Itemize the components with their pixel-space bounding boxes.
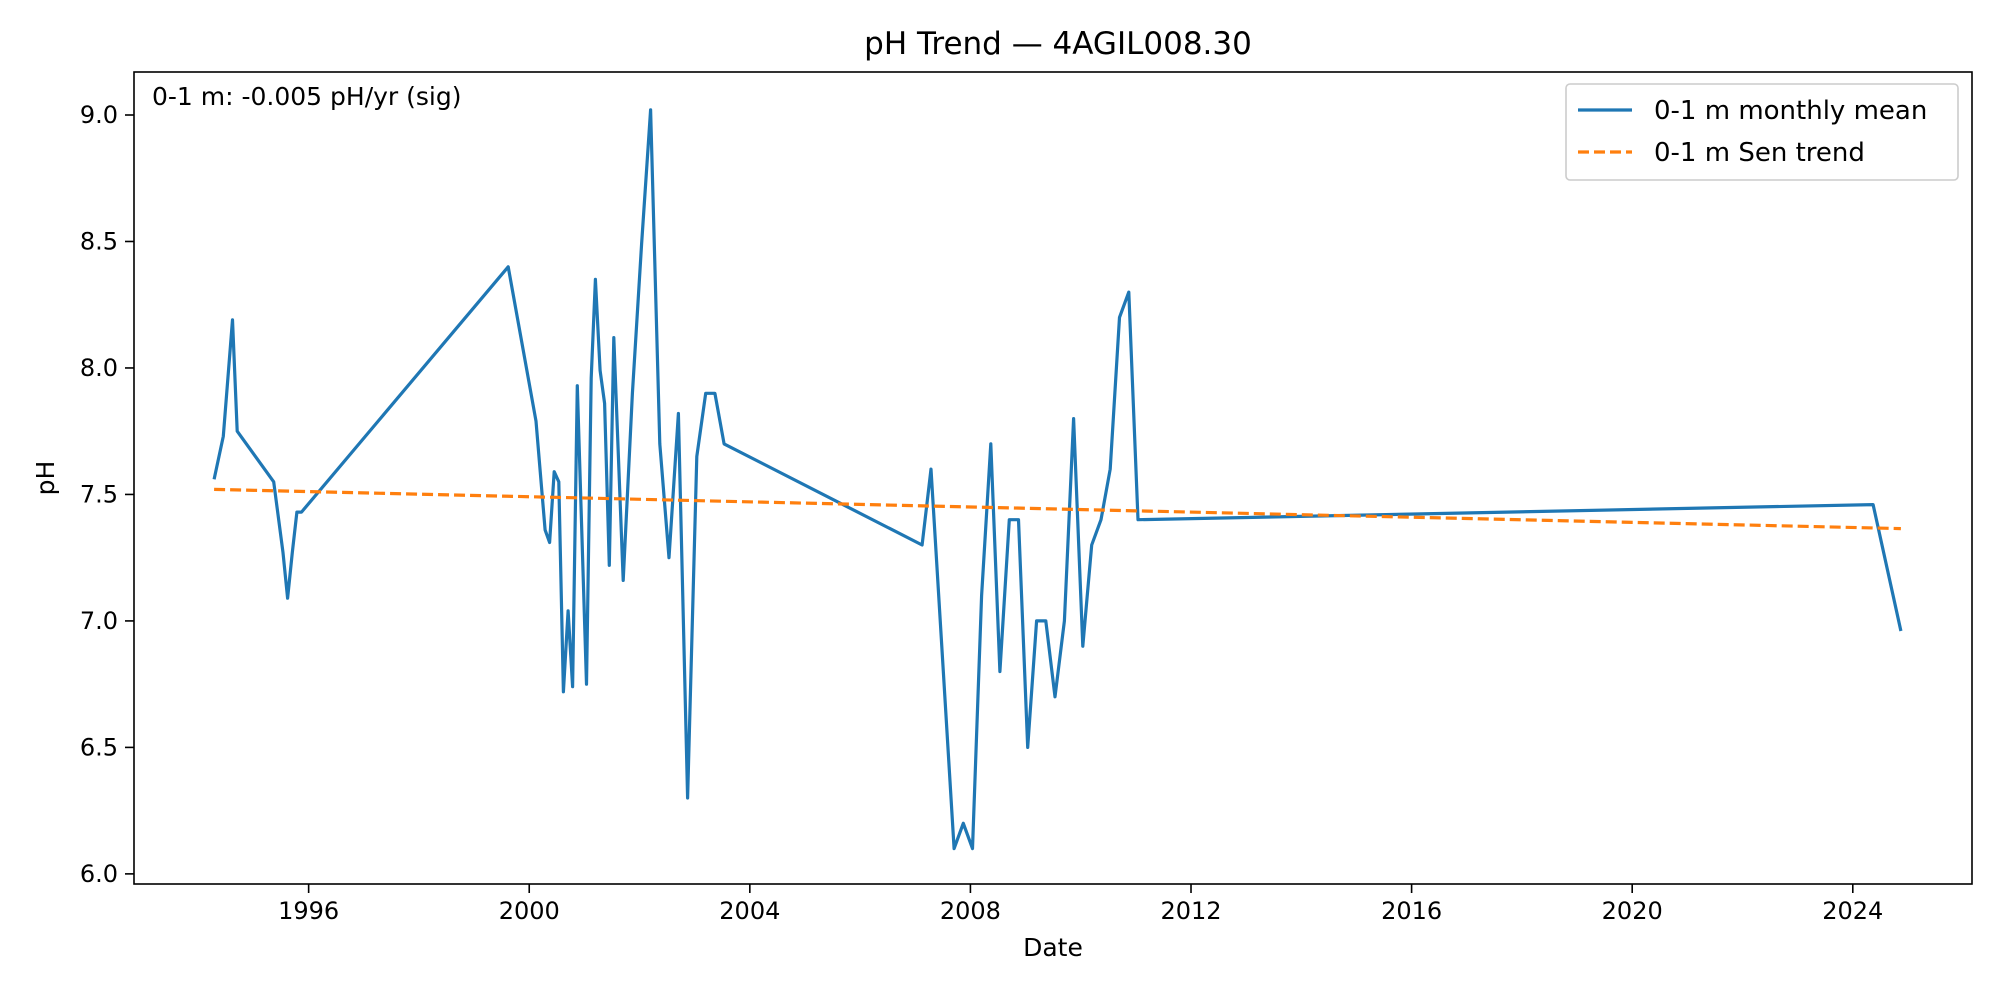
x-tick-label: 1996 (278, 897, 339, 925)
legend-label-monthly-mean: 0-1 m monthly mean (1654, 96, 1927, 126)
x-tick-label: 2024 (1822, 897, 1883, 925)
x-tick-label: 2000 (499, 897, 560, 925)
legend-box (1565, 83, 1959, 181)
x-tick-label: 2012 (1160, 897, 1221, 925)
y-tick-label: 8.5 (80, 227, 118, 255)
y-axis: 6.0 6.5 7.0 7.5 8.0 8.5 9.0 (80, 101, 134, 888)
y-tick-label: 6.5 (80, 733, 118, 761)
y-tick-label: 9.0 (80, 101, 118, 129)
y-tick-label: 7.5 (80, 480, 118, 508)
x-tick-label: 2008 (940, 897, 1001, 925)
y-tick-label: 8.0 (80, 354, 118, 382)
x-tick-label: 2020 (1602, 897, 1663, 925)
series-line-sen-trend (214, 487, 1901, 531)
y-axis-label: pH (31, 461, 60, 496)
legend: 0-1 m monthly mean 0-1 m Sen trend (1565, 83, 1959, 181)
y-tick-label: 7.0 (80, 607, 118, 635)
x-axis: 1996 2000 2004 2008 2012 2016 2020 2024 (278, 884, 1883, 925)
y-tick-label: 6.0 (80, 860, 118, 888)
chart-title: pH Trend — 4AGIL008.30 (864, 26, 1252, 62)
series-layer (212, 108, 1903, 851)
x-axis-label: Date (1023, 933, 1083, 962)
x-tick-label: 2004 (719, 897, 780, 925)
trend-annotation: 0-1 m: -0.005 pH/yr (sig) (152, 82, 462, 111)
plot-frame (133, 71, 1973, 885)
x-tick-label: 2016 (1381, 897, 1442, 925)
legend-label-sen-trend: 0-1 m Sen trend (1654, 138, 1865, 168)
